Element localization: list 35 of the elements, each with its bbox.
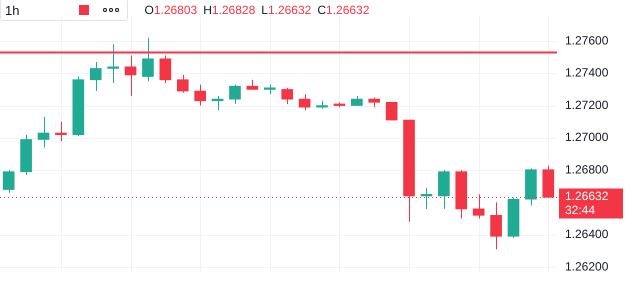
y-tick-label: 1.26800 [565, 162, 609, 176]
ref-line-label: 1.26632 [565, 188, 609, 203]
y-tick-label: 1.27200 [565, 98, 609, 112]
y-tick-label: 1.27600 [565, 33, 609, 48]
annotation: H1.26828 [203, 3, 256, 17]
candlestick [264, 84, 276, 95]
annotation: L1.26632 [261, 3, 312, 17]
candlestick [176, 74, 189, 94]
y-tick-label: 1.26200 [565, 259, 609, 274]
candlestick [490, 202, 502, 250]
candlestick [246, 79, 258, 90]
annotation: O1.26803 [144, 3, 198, 17]
y-tick-label: 1.27400 [565, 66, 609, 80]
candlestick [38, 116, 50, 148]
candlestick [298, 94, 310, 111]
annotation: C1.26632 [317, 3, 370, 17]
candlestick [160, 55, 172, 84]
candlestick [351, 95, 363, 106]
candlestick [107, 44, 119, 84]
toolbar: 1h [0, 0, 128, 21]
candlestick [90, 62, 102, 92]
y-tick-label: 1.26400 [565, 226, 609, 241]
y-tick-label: 1.27000 [565, 130, 609, 144]
candlestick [281, 87, 294, 104]
candlestick [124, 55, 136, 96]
candlestick [2, 170, 15, 194]
candlestick [420, 187, 432, 210]
candlestick [386, 102, 398, 121]
candlestick [229, 84, 241, 104]
candlestick [142, 37, 154, 82]
annotation: 1h [5, 2, 20, 18]
candlestick [212, 95, 224, 111]
text: 32:44 [565, 202, 596, 217]
candlestick [194, 84, 206, 106]
candlestick [55, 121, 67, 142]
